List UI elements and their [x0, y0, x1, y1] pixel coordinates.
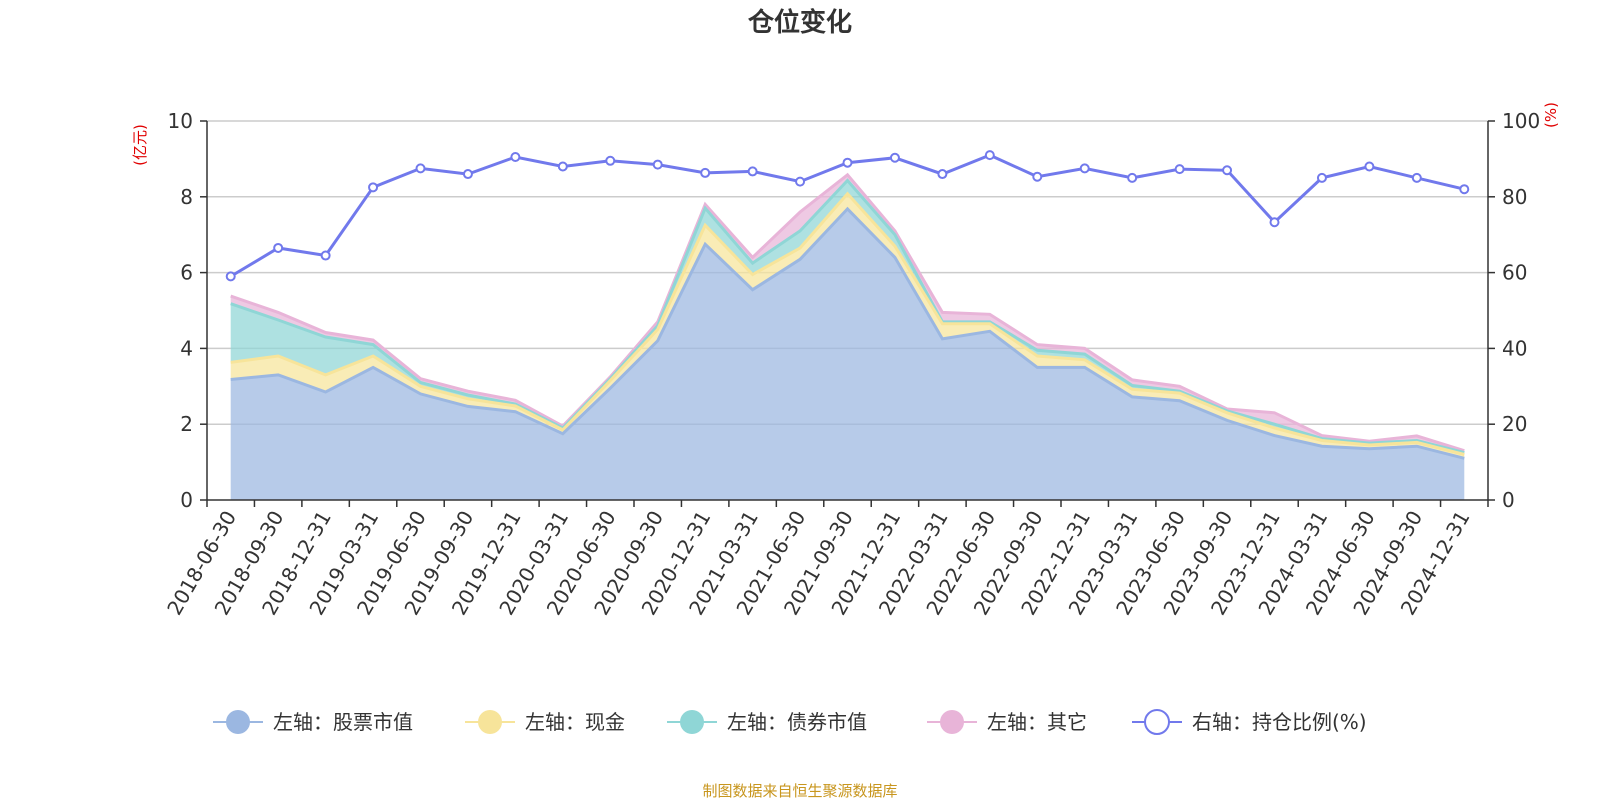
source-note: 制图数据来自恒生聚源数据库: [702, 782, 898, 800]
right-tick-label: 100: [1502, 109, 1540, 133]
ratio-point: [652, 159, 663, 170]
legend-marker: [940, 710, 964, 734]
ratio-point: [557, 161, 568, 172]
legend: 左轴：股票市值 左轴：现金 左轴：债券市值 左轴：其它 右轴：持仓比例(%): [213, 709, 1367, 735]
left-tick-label: 6: [180, 261, 193, 285]
left-tick-label: 4: [180, 336, 193, 360]
ratio-point: [605, 155, 616, 166]
ratio-point: [842, 157, 853, 168]
ratio-point: [368, 182, 379, 193]
stacked-areas: [230, 172, 1465, 500]
ratio-point: [1032, 171, 1043, 182]
area-stock: [230, 208, 1465, 500]
area-line-other: [230, 172, 1465, 453]
legend-label: 左轴：股票市值: [273, 710, 413, 734]
legend-label: 右轴：持仓比例(%): [1192, 710, 1367, 734]
ratio-point: [700, 167, 711, 178]
ratio-point: [1316, 172, 1327, 183]
right-tick-label: 40: [1502, 336, 1527, 360]
legend-item-ratio[interactable]: 右轴：持仓比例(%): [1132, 709, 1367, 735]
ratio-point: [273, 242, 284, 253]
ratio-point: [1079, 163, 1090, 174]
legend-item-stock[interactable]: 左轴：股票市值: [213, 710, 413, 734]
ratio-point: [1364, 161, 1375, 172]
ratio-point: [320, 250, 331, 261]
ratio-point: [510, 152, 521, 163]
ratio-point: [937, 169, 948, 180]
ratio-point: [984, 150, 995, 161]
ratio-point: [1459, 184, 1470, 195]
legend-marker: [680, 710, 704, 734]
ratio-point: [889, 152, 900, 163]
ratio-point: [415, 163, 426, 174]
legend-item-cash[interactable]: 左轴：现金: [465, 710, 625, 734]
legend-label: 左轴：其它: [987, 710, 1087, 734]
right-tick-label: 0: [1502, 488, 1515, 512]
left-tick-label: 2: [180, 412, 193, 436]
left-tick-label: 0: [180, 488, 193, 512]
ratio-point: [747, 166, 758, 177]
area-line-cash: [230, 191, 1465, 456]
area-line-bond: [230, 178, 1465, 455]
area-line-stock: [230, 206, 1465, 460]
legend-label: 左轴：现金: [525, 710, 625, 734]
holding-ratio-line: [225, 150, 1470, 282]
left-tick-label: 8: [180, 185, 193, 209]
ratio-point: [795, 176, 806, 187]
legend-item-other[interactable]: 左轴：其它: [927, 710, 1087, 734]
right-tick-label: 20: [1502, 412, 1527, 436]
ratio-point: [225, 271, 236, 282]
chart-title: 仓位变化: [747, 8, 852, 38]
legend-item-bond[interactable]: 左轴：债券市值: [667, 710, 867, 734]
right-tick-label: 60: [1502, 261, 1527, 285]
left-tick-label: 10: [168, 109, 193, 133]
ratio-point: [1174, 164, 1185, 175]
ratio-point: [1127, 172, 1138, 183]
right-tick-label: 80: [1502, 185, 1527, 209]
legend-marker: [226, 710, 250, 734]
ratio-point: [1222, 165, 1233, 176]
legend-marker: [1144, 709, 1170, 735]
legend-marker: [478, 710, 502, 734]
legend-label: 左轴：债券市值: [727, 710, 867, 734]
ratio-point: [462, 169, 473, 180]
right-axis-unit: (%): [1542, 102, 1560, 128]
ratio-point: [1269, 217, 1280, 228]
ratio-point: [1411, 172, 1422, 183]
left-axis-unit: (亿元): [131, 124, 149, 166]
